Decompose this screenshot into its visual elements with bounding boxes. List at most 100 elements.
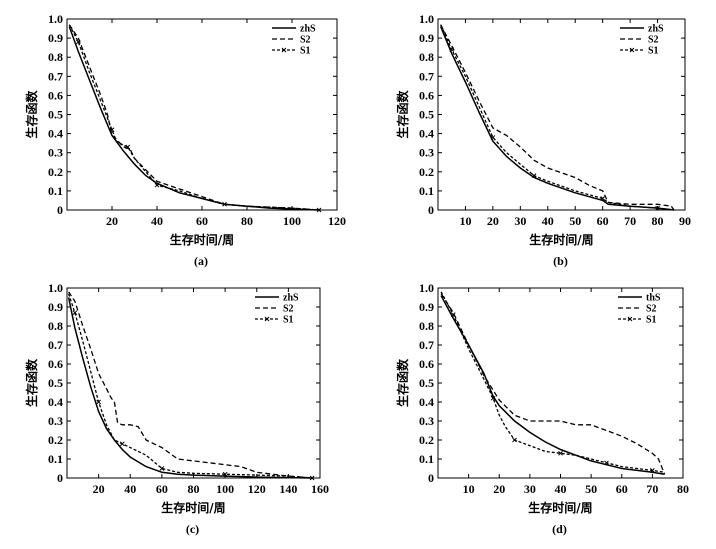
legend-label-s1: S1: [648, 46, 659, 57]
series-marker-s1: [449, 47, 455, 52]
x-tick-label: 20: [93, 482, 105, 496]
y-tick-label: 0: [428, 471, 434, 485]
chart-panel-d: 0 0.1 0.2 0.3 0.4 0.5 0.6 0.7 0.8 0.9 1.0 10 20 30 40 5…: [395, 281, 689, 536]
series-marker-s1: [655, 205, 660, 211]
y-tick-label: 0.9: [48, 31, 63, 45]
y-tick-label: 0.6: [48, 88, 63, 102]
series-marker-s1: [558, 450, 563, 456]
y-tick-label: 0.4: [419, 127, 434, 141]
series-marker-s1: [125, 144, 131, 150]
series-line-zhs: [68, 26, 320, 211]
x-tick-label: 40: [151, 214, 163, 228]
legend-marker-s1: [629, 47, 635, 53]
chart-panel-b: 0 0.1 0.2 0.3 0.4 0.5 0.6 0.7 0.8 0.9 1.0 10 20 30 40 5…: [395, 12, 691, 268]
y-tick-label: 1.0: [48, 281, 63, 295]
y-tick-label: 0.3: [419, 146, 434, 160]
x-axis-label: 生存时间/周: [161, 500, 225, 515]
x-tick-label: 60: [597, 214, 609, 228]
y-axis-label: 生存函数: [24, 358, 39, 407]
y-tick-label: 0.1: [419, 452, 434, 466]
y-tick-label: 0.7: [48, 338, 63, 352]
series-marker-s1: [109, 127, 115, 133]
y-tick-label: 0.5: [48, 108, 63, 122]
legend-label-zhs: zhS: [648, 24, 664, 35]
y-tick-label: 0.1: [419, 184, 434, 198]
series-marker-s1: [222, 201, 227, 207]
x-tick-label: 80: [188, 482, 200, 496]
y-tick-label: 1.0: [48, 12, 63, 26]
series-line-s1: [68, 24, 320, 211]
series-line-s2: [440, 24, 675, 211]
x-tick-label: 30: [524, 482, 536, 496]
series-line-ths: [440, 295, 665, 475]
x-tick-label: 20: [493, 482, 505, 496]
x-tick-label: 90: [679, 214, 691, 228]
x-tick-label: 120: [248, 482, 266, 496]
series-marker-s1: [604, 460, 609, 466]
series-marker-s1: [309, 475, 315, 481]
series-line-s2: [68, 291, 313, 479]
chart-panel-c: 0 0.1 0.2 0.3 0.4 0.5 0.6 0.7 0.8 0.9 1.0 20 40 60 80 1…: [24, 281, 329, 536]
x-tick-label: 100: [283, 214, 301, 228]
x-tick-label: 80: [652, 214, 664, 228]
x-tick-label: 100: [216, 482, 234, 496]
series-marker-s1: [490, 135, 496, 140]
panel-caption: (d): [552, 522, 567, 536]
series-line-s1: [440, 24, 675, 211]
x-tick-label: 60: [196, 214, 208, 228]
legend-label-zhs: zhS: [300, 24, 316, 35]
series-marker-s1: [450, 312, 456, 317]
x-tick-label: 10: [459, 214, 471, 228]
x-tick-label: 80: [241, 214, 253, 228]
y-tick-label: 0.2: [419, 433, 434, 447]
y-tick-label: 1.0: [419, 281, 434, 295]
legend-label-s1: S1: [283, 315, 294, 326]
x-tick-label: 80: [677, 482, 689, 496]
series-marker-s1: [490, 395, 496, 401]
x-tick-label: 10: [463, 482, 475, 496]
x-tick-label: 30: [514, 214, 526, 228]
y-tick-label: 0.3: [48, 146, 63, 160]
x-axis-label: 生存时间/周: [529, 232, 593, 247]
y-tick-label: 0.5: [419, 376, 434, 390]
x-tick-label: 120: [328, 214, 346, 228]
series-marker-s1: [96, 399, 101, 405]
series-marker-s1: [650, 468, 655, 473]
x-axis-label: 生存时间/周: [528, 500, 592, 515]
y-tick-label: 0.8: [419, 50, 434, 64]
y-tick-label: 0.5: [48, 376, 63, 390]
x-tick-label: 50: [585, 482, 597, 496]
panel-caption: (c): [186, 522, 199, 536]
y-axis-label: 生存函数: [395, 358, 410, 407]
y-tick-label: 0.3: [48, 414, 63, 428]
series-marker-s1: [600, 196, 606, 201]
y-tick-label: 0.8: [48, 319, 63, 333]
legend-marker-s1: [281, 47, 287, 53]
y-tick-label: 0.8: [419, 319, 434, 333]
x-tick-label: 70: [624, 214, 636, 228]
y-tick-label: 0.2: [48, 433, 63, 447]
chart-panel-a: 0 0.1 0.2 0.3 0.4 0.5 0.6 0.7 0.8 0.9 1.0 20 40 60 80 1…: [24, 12, 346, 268]
y-tick-label: 0.6: [419, 88, 434, 102]
legend-label-s2: S2: [648, 35, 659, 46]
legend-marker-s1: [627, 316, 633, 322]
panel-caption: (a): [194, 254, 208, 268]
x-tick-label: 50: [569, 214, 581, 228]
series-marker-s1: [316, 207, 322, 213]
y-tick-label: 0.8: [48, 50, 63, 64]
y-axis-label: 生存函数: [24, 90, 39, 139]
y-tick-label: 0.4: [48, 395, 63, 409]
x-tick-label: 140: [279, 482, 297, 496]
series-line-zhs: [440, 26, 675, 211]
x-tick-label: 60: [156, 482, 168, 496]
series-marker-s1: [75, 39, 81, 45]
legend-label-ths: thS: [646, 293, 661, 304]
x-tick-label: 40: [555, 482, 567, 496]
legend-label-s1: S1: [300, 46, 311, 57]
y-tick-label: 0.4: [419, 395, 434, 409]
x-tick-label: 70: [646, 482, 658, 496]
legend-label-s1: S1: [646, 315, 657, 326]
series-marker-s1: [512, 437, 517, 443]
y-tick-label: 0.4: [48, 127, 63, 141]
